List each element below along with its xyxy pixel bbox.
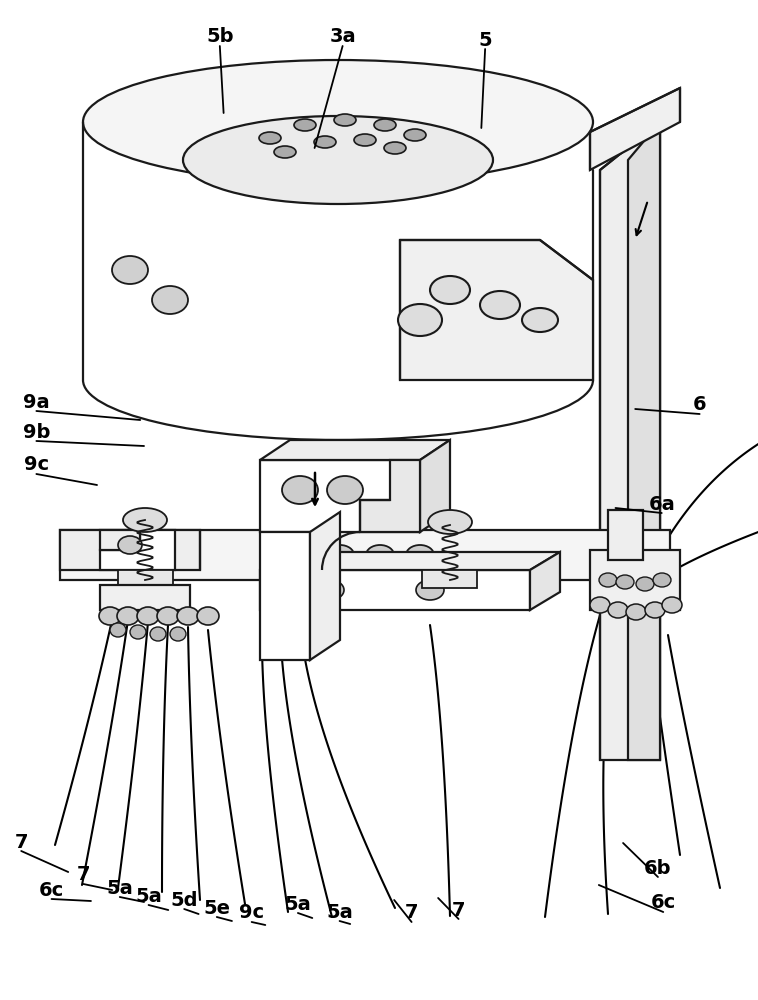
Ellipse shape xyxy=(83,60,593,184)
Ellipse shape xyxy=(645,602,665,618)
Ellipse shape xyxy=(626,604,646,620)
Polygon shape xyxy=(628,122,660,760)
Ellipse shape xyxy=(282,476,318,504)
Text: 5b: 5b xyxy=(206,27,233,46)
Polygon shape xyxy=(310,512,340,660)
Text: 5a: 5a xyxy=(106,879,133,898)
Ellipse shape xyxy=(428,510,472,534)
Ellipse shape xyxy=(123,508,167,532)
Ellipse shape xyxy=(118,536,142,554)
Ellipse shape xyxy=(366,545,394,565)
Ellipse shape xyxy=(398,304,442,336)
Ellipse shape xyxy=(406,545,434,565)
Ellipse shape xyxy=(662,597,682,613)
Text: 6a: 6a xyxy=(648,494,675,514)
Ellipse shape xyxy=(404,129,426,141)
Text: 3a: 3a xyxy=(329,27,356,46)
Ellipse shape xyxy=(157,607,179,625)
Ellipse shape xyxy=(130,625,146,639)
Ellipse shape xyxy=(274,146,296,158)
Text: 5a: 5a xyxy=(326,902,353,922)
Text: 9c: 9c xyxy=(23,456,49,475)
Ellipse shape xyxy=(354,134,376,146)
Ellipse shape xyxy=(416,580,444,600)
Ellipse shape xyxy=(636,577,654,591)
Bar xyxy=(118,570,173,588)
Ellipse shape xyxy=(183,116,493,204)
Ellipse shape xyxy=(259,132,281,144)
Ellipse shape xyxy=(384,142,406,154)
Polygon shape xyxy=(100,530,140,550)
Bar xyxy=(422,570,477,588)
Polygon shape xyxy=(260,460,420,532)
Ellipse shape xyxy=(117,607,139,625)
Ellipse shape xyxy=(112,256,148,284)
Polygon shape xyxy=(590,88,680,170)
Bar xyxy=(590,550,680,610)
Polygon shape xyxy=(60,530,670,580)
Text: 5d: 5d xyxy=(171,890,198,910)
Ellipse shape xyxy=(316,580,344,600)
Ellipse shape xyxy=(616,575,634,589)
Text: 9b: 9b xyxy=(23,422,50,442)
Ellipse shape xyxy=(590,597,610,613)
Ellipse shape xyxy=(653,573,671,587)
Text: 5a: 5a xyxy=(284,894,312,914)
Polygon shape xyxy=(420,440,450,532)
Text: 7: 7 xyxy=(405,904,418,922)
Text: 7: 7 xyxy=(452,900,465,920)
Polygon shape xyxy=(60,530,200,570)
Text: 6: 6 xyxy=(693,395,706,414)
Ellipse shape xyxy=(110,623,126,637)
Ellipse shape xyxy=(177,607,199,625)
Text: 6c: 6c xyxy=(39,880,64,900)
Ellipse shape xyxy=(314,136,336,148)
Text: 9a: 9a xyxy=(23,392,50,412)
Polygon shape xyxy=(530,552,560,610)
Text: 5: 5 xyxy=(478,30,492,49)
Text: 5a: 5a xyxy=(135,886,162,906)
Polygon shape xyxy=(260,570,530,610)
Text: 6c: 6c xyxy=(650,894,676,912)
Ellipse shape xyxy=(374,119,396,131)
Polygon shape xyxy=(400,240,593,380)
Text: 7: 7 xyxy=(77,865,90,884)
Polygon shape xyxy=(600,122,660,760)
Ellipse shape xyxy=(327,476,363,504)
Text: 6b: 6b xyxy=(644,858,672,878)
Ellipse shape xyxy=(480,291,520,319)
Ellipse shape xyxy=(599,573,617,587)
Ellipse shape xyxy=(294,119,316,131)
Text: 7: 7 xyxy=(14,832,28,852)
Ellipse shape xyxy=(170,627,186,641)
Ellipse shape xyxy=(99,607,121,625)
Polygon shape xyxy=(360,460,420,532)
Text: 5e: 5e xyxy=(203,898,230,918)
Ellipse shape xyxy=(608,602,628,618)
Ellipse shape xyxy=(152,286,188,314)
Bar xyxy=(100,585,190,610)
Ellipse shape xyxy=(430,276,470,304)
Ellipse shape xyxy=(522,308,558,332)
Polygon shape xyxy=(260,532,310,660)
Ellipse shape xyxy=(326,545,354,565)
Ellipse shape xyxy=(150,627,166,641)
Polygon shape xyxy=(260,440,450,460)
Polygon shape xyxy=(100,530,175,570)
Ellipse shape xyxy=(197,607,219,625)
Text: 9c: 9c xyxy=(239,904,265,922)
Bar xyxy=(608,510,643,560)
Ellipse shape xyxy=(334,114,356,126)
Polygon shape xyxy=(260,552,560,570)
Ellipse shape xyxy=(137,607,159,625)
